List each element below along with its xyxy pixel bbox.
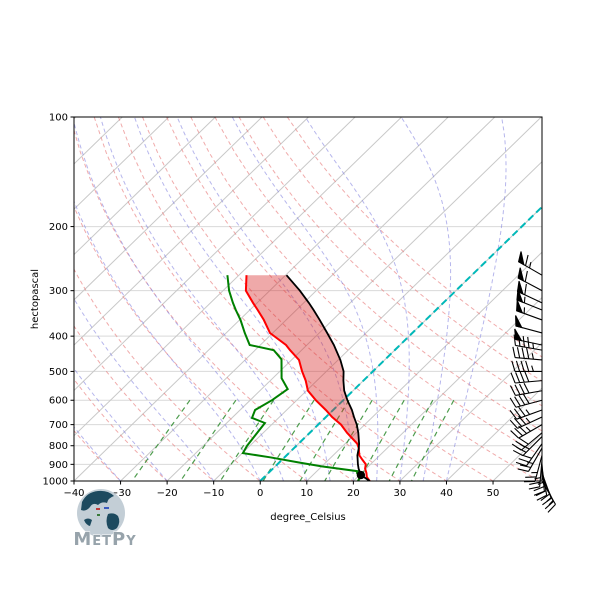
x-tick-label: 40 <box>440 488 453 499</box>
dry-adiabat-line <box>263 117 600 481</box>
x-tick-label: 50 <box>487 488 500 499</box>
logo-text: MetPy <box>73 529 136 550</box>
x-tick-label: 10 <box>300 488 313 499</box>
logo-station-glyph-red <box>96 508 100 510</box>
dry-adiabat-line <box>287 117 600 481</box>
y-tick-label: 400 <box>49 332 68 343</box>
y-axis: 100 200 300 400 500 600 700 800 900 1000 <box>43 113 74 488</box>
x-tick-label: 0 <box>257 488 263 499</box>
mixing-ratio-line <box>263 400 314 481</box>
mixing-ratio-line <box>389 400 433 481</box>
wind-barb <box>510 394 542 407</box>
isotherm-line <box>493 117 600 481</box>
isotherm-line <box>353 117 600 481</box>
y-tick-label: 1000 <box>43 477 68 488</box>
isotherm-line <box>540 117 600 481</box>
wind-barb <box>510 383 542 395</box>
y-tick-label: 500 <box>49 367 68 378</box>
y-tick-label: 800 <box>49 441 68 452</box>
wind-barb <box>518 268 542 291</box>
y-tick-label: 300 <box>49 286 68 297</box>
isotherm-line <box>121 117 495 481</box>
mixing-ratio-line <box>132 400 190 481</box>
isotherm-line <box>260 117 600 481</box>
zero-isotherm-line <box>260 117 600 481</box>
y-axis-label: hectopascal <box>30 269 41 329</box>
y-tick-label: 900 <box>49 460 68 471</box>
lcl-marker <box>357 471 365 479</box>
wind-barb <box>510 416 542 428</box>
isotherm-line <box>0 117 29 481</box>
y-tick-label: 600 <box>49 396 68 407</box>
wind-barb <box>511 372 542 383</box>
logo-station-glyph-blue <box>104 507 109 509</box>
wind-barb <box>510 407 542 419</box>
isotherm-line <box>447 117 600 481</box>
y-tick-label: 100 <box>49 113 68 124</box>
wind-barb <box>512 361 542 372</box>
y-tick-label: 700 <box>49 420 68 431</box>
wind-barb <box>513 347 542 360</box>
x-tick-label: −20 <box>157 488 178 499</box>
y-tick-label: 200 <box>49 222 68 233</box>
x-tick-label: 30 <box>394 488 407 499</box>
isotherm-line <box>0 117 169 481</box>
x-tick-label: −40 <box>63 488 84 499</box>
x-tick-label: 20 <box>347 488 360 499</box>
x-tick-label: −10 <box>203 488 224 499</box>
x-axis-label: degree_Celsius <box>270 512 346 523</box>
isotherm-line <box>400 117 600 481</box>
logo-station-glyph-green <box>97 514 100 516</box>
mixing-ratio-line <box>412 400 454 481</box>
